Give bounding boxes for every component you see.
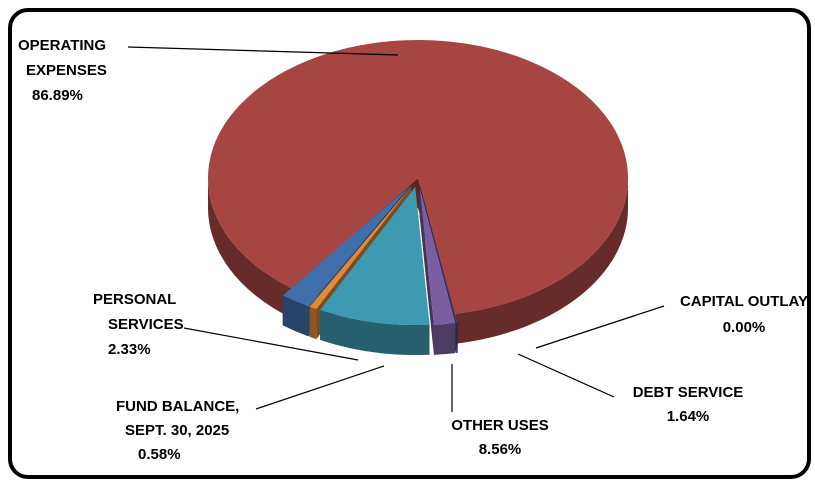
pie-slice-2-top [419,187,456,325]
slice-value-4: 0.58% [138,446,181,463]
slice-label-4: FUND BALANCE, SEPT. 30, 2025 0.58% [116,365,385,463]
slice-label-4-line-1: SEPT. 30, 2025 [125,422,229,439]
pie-slice-0-side-0 [208,178,292,319]
pie-slice-2-wall-1 [419,187,434,355]
pie-slice-5-side-0 [282,295,309,337]
slice-label-0-line-1: EXPENSES [26,62,107,79]
slice-label-0: OPERATING EXPENSES 86.89% [18,37,399,104]
pie-slice-3 [320,187,430,356]
pie-slice-0-side-1 [455,178,628,344]
slice-value-5: 2.33% [108,341,151,358]
slice-label-3-line-0: OTHER USES [451,417,549,434]
leader-line-4 [255,365,385,410]
leader-line-5 [183,327,359,361]
pie-slice-3-top [320,187,430,326]
slice-label-1-line-0: CAPITAL OUTLAY [680,293,808,310]
pie-slice-0-top [207,39,629,314]
pie-slice-1-side-0 [456,322,458,354]
slice-value-0: 86.89% [32,87,83,104]
pie-slice-3-side-0 [320,310,430,356]
slice-label-0-line-0: OPERATING [18,37,106,54]
slice-label-5-line-0: PERSONAL [93,291,176,308]
leader-line-2 [517,353,615,398]
pie-slice-4-side-0 [309,306,317,340]
slice-label-5: PERSONAL SERVICES 2.33% [93,291,359,361]
slice-value-3: 8.56% [479,441,522,458]
pie-slice-2 [419,187,456,355]
slice-label-5-line-1: SERVICES [108,316,184,333]
pie-slice-5-top [282,185,411,307]
slice-label-1: CAPITAL OUTLAY 0.00% [535,293,808,349]
slice-value-1: 0.00% [723,319,766,336]
pie-slice-4-top [309,186,412,310]
pie-slice-2-side-0 [433,323,456,355]
slice-label-2: DEBT SERVICE 1.64% [517,353,744,425]
slice-label-4-line-0: FUND BALANCE, [116,398,239,415]
slice-value-2: 1.64% [667,408,710,425]
pie-slice-1-top [420,187,458,324]
slice-label-2-line-0: DEBT SERVICE [633,384,744,401]
slice-label-3: OTHER USES 8.56% [451,364,549,458]
leader-line-0 [127,46,399,56]
leader-line-1 [535,305,665,349]
